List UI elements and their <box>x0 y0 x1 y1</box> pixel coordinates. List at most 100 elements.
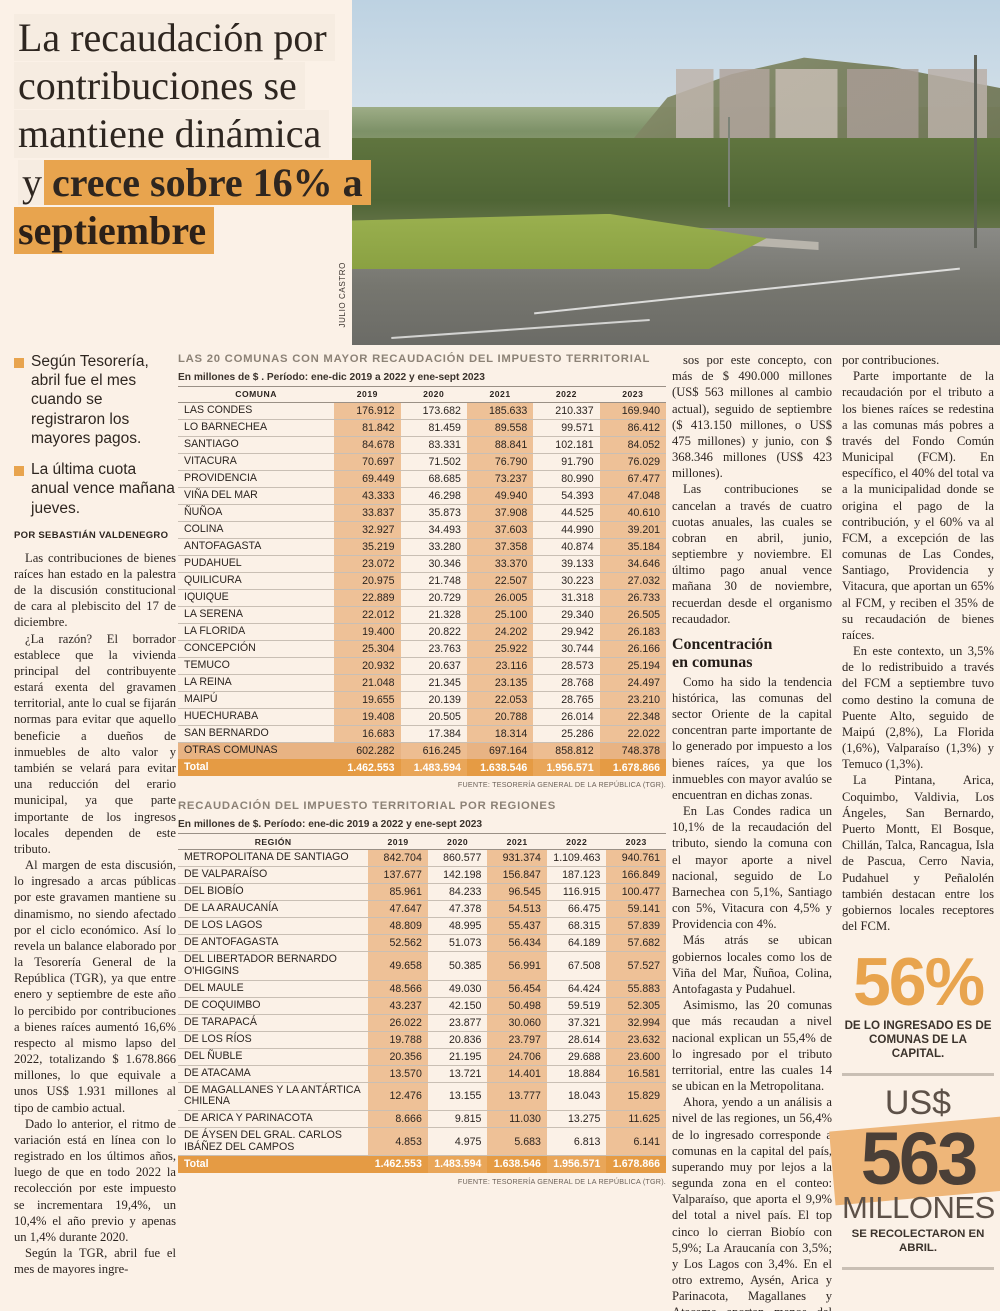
cell-2021: 37.358 <box>466 538 534 556</box>
cell-2023: 32.994 <box>606 1014 666 1032</box>
cell-2023: 23.210 <box>599 691 666 709</box>
page-title: La recaudación por contribuciones se man… <box>14 14 484 255</box>
cell-2022: 59.519 <box>546 997 607 1015</box>
cell-2020: 84.233 <box>427 883 488 902</box>
stat-value: 56% <box>852 944 985 1021</box>
cell-2020: 47.378 <box>427 900 488 919</box>
cell-2022: 39.133 <box>533 555 600 573</box>
cell-2020: 35.873 <box>400 504 467 522</box>
cell-2023: 57.839 <box>606 917 666 936</box>
cell-2019: 19.655 <box>334 691 401 709</box>
cell-2019: 137.677 <box>368 866 428 885</box>
cell-2019: 48.809 <box>368 917 428 936</box>
cell-2021: 50.498 <box>487 997 547 1015</box>
cell-2022: 858.812 <box>533 742 600 760</box>
cell-2019: 20.356 <box>368 1048 428 1066</box>
cell-2020: 48.995 <box>427 917 488 936</box>
cell-2020: 68.685 <box>400 470 467 488</box>
table-row: SAN BERNARDO 16.683 17.384 18.314 25.286 22.0… <box>178 725 666 743</box>
cell-2022: 1.956.571 <box>533 759 600 777</box>
cell-2023: 34.646 <box>599 555 666 573</box>
cell-2022: 29.942 <box>533 623 600 641</box>
cell-2023: 76.029 <box>599 453 666 471</box>
cell-2021: 56.454 <box>487 980 547 998</box>
row-label: DEL BIOBÍO <box>178 883 369 902</box>
photo-light-pole <box>727 117 730 207</box>
cell-2019: 43.333 <box>334 487 401 505</box>
column-header-regi-n: REGIÓN <box>178 833 369 851</box>
row-label: SAN BERNARDO <box>178 725 335 743</box>
table-row: DE LA ARAUCANÍA 47.647 47.378 54.513 66.475 5… <box>178 900 666 919</box>
cell-2022: 66.475 <box>546 900 607 919</box>
cell-2020: 20.822 <box>400 623 467 641</box>
cell-2022: 91.790 <box>533 453 600 471</box>
cell-2020: 81.459 <box>400 419 467 437</box>
cell-2020: 21.328 <box>400 606 467 624</box>
cell-2019: 84.678 <box>334 436 401 454</box>
cell-2022: 44.990 <box>533 521 600 539</box>
row-label: PUDAHUEL <box>178 555 335 573</box>
cell-2023: 86.412 <box>599 419 666 437</box>
cell-2021: 24.706 <box>487 1048 547 1066</box>
cell-2021: 26.005 <box>466 589 534 607</box>
cell-2021: 56.434 <box>487 934 547 953</box>
table-row: DE MAGALLANES Y LA ANTÁRTICA CHILENA 12.4… <box>178 1082 666 1111</box>
cell-2023: 23.632 <box>606 1031 666 1049</box>
table-row: OTRAS COMUNAS 602.282 616.245 697.164 858.81… <box>178 742 666 760</box>
row-label: Total <box>178 1155 369 1173</box>
cell-2022: 54.393 <box>533 487 600 505</box>
cell-2021: 49.940 <box>466 487 534 505</box>
cell-2022: 26.014 <box>533 708 600 726</box>
column-left: Según Tesorería, abril fue el mes cuando… <box>14 352 176 1277</box>
table-row: QUILICURA 20.975 21.748 22.507 30.223 27.032 <box>178 572 666 590</box>
cell-2019: 19.788 <box>368 1031 428 1049</box>
cell-2023: 26.733 <box>599 589 666 607</box>
paragraph: sos por este concepto, con más de $ 490.… <box>672 353 832 481</box>
table-header-row: REGIÓN 2019 2020 2021 2022 2023 <box>178 833 666 851</box>
cell-2022: 44.525 <box>533 504 600 522</box>
table-row: DE ARICA Y PARINACOTA 8.666 9.815 11.030 13.… <box>178 1110 666 1128</box>
paragraph: Las contribuciones se cancelan a través … <box>672 482 832 626</box>
cell-2022: 6.813 <box>546 1127 607 1157</box>
cell-2019: 19.400 <box>334 623 401 641</box>
cell-2022: 28.768 <box>533 674 600 692</box>
row-label: COLINA <box>178 521 335 539</box>
table-header-row: COMUNA 2019 2020 2021 2022 2023 <box>178 385 666 403</box>
cell-2022: 116.915 <box>546 883 607 902</box>
row-label: VIÑA DEL MAR <box>178 487 335 505</box>
headline-line-5: septiembre <box>14 206 215 254</box>
table-row: SANTIAGO 84.678 83.331 88.841 102.181 84.052 <box>178 436 666 454</box>
cell-2020: 20.836 <box>427 1031 488 1049</box>
cell-2021: 76.790 <box>466 453 534 471</box>
cell-2019: 4.853 <box>368 1127 428 1157</box>
cell-2022: 102.181 <box>533 436 600 454</box>
column-left-text: Las contribuciones de bienes raíces han … <box>14 550 176 1278</box>
row-label: DE ARICA Y PARINACOTA <box>178 1110 369 1128</box>
row-label: PROVIDENCIA <box>178 470 335 488</box>
cell-2020: 20.637 <box>400 657 467 675</box>
cell-2022: 18.043 <box>546 1082 607 1111</box>
cell-2019: 20.975 <box>334 572 401 590</box>
table-row: LA FLORIDA 19.400 20.822 24.202 29.942 26.183 <box>178 623 666 641</box>
cell-2019: 25.304 <box>334 640 401 658</box>
list-item: Según Tesorería, abril fue el mes cuando… <box>14 352 176 448</box>
row-label: LAS CONDES <box>178 402 335 420</box>
hero-section: JULIO CASTRO La recaudación por contribu… <box>0 0 1000 350</box>
cell-2021: 697.164 <box>466 742 534 760</box>
table-row: LO BARNECHEA 81.842 81.459 89.558 99.571 86.4… <box>178 419 666 437</box>
cell-2020: 13.721 <box>427 1065 488 1083</box>
cell-2020: 20.729 <box>400 589 467 607</box>
cell-2019: 21.048 <box>334 674 401 692</box>
row-label: DE ANTOFAGASTA <box>178 934 369 953</box>
table-regiones-block: RECAUDACIÓN DEL IMPUESTO TERRITORIAL POR… <box>178 799 666 1186</box>
paragraph: La Pintana, Arica, Coquimbo, Valdivia, L… <box>842 773 994 934</box>
column-header-2022: 2022 <box>546 833 607 851</box>
table-source: FUENTE: TESORERÍA GENERAL DE LA REPÚBLIC… <box>457 1176 666 1186</box>
table-row: TEMUCO 20.932 20.637 23.116 28.573 25.194 <box>178 657 666 675</box>
cell-2019: 1.462.553 <box>368 1155 428 1173</box>
paragraph: En este contexto, un 3,5% de lo redistri… <box>842 644 994 772</box>
table-row: Total 1.462.553 1.483.594 1.638.546 1.956.57… <box>178 1155 666 1173</box>
cell-2019: 13.570 <box>368 1065 428 1083</box>
paragraph: Dado lo anterior, el ritmo de variación … <box>14 1116 176 1244</box>
headline-line-1: La recaudación por <box>14 14 335 62</box>
